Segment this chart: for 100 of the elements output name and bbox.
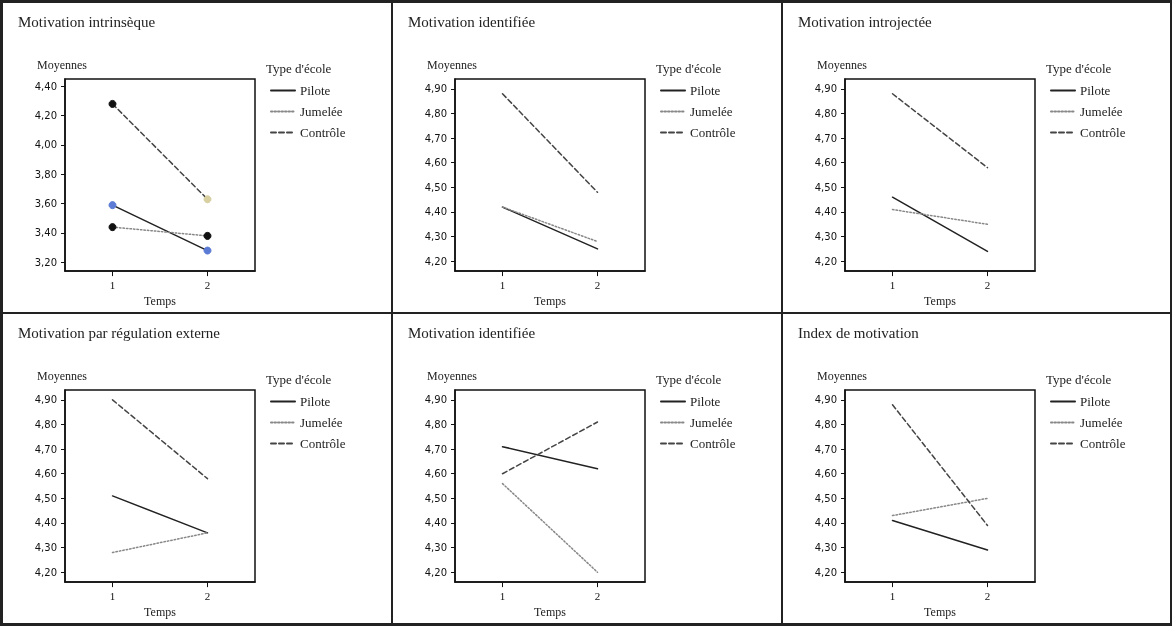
y-axis-title: Moyennes — [817, 58, 868, 72]
x-tick-label: 2 — [204, 589, 211, 602]
chart-title: Motivation par régulation externe — [18, 324, 221, 341]
legend-title: Type d'école — [656, 372, 722, 387]
y-tick-label: 4,20 — [424, 566, 447, 578]
y-tick-label: 4,20 — [814, 566, 837, 578]
y-tick-label: 4,30 — [424, 231, 447, 243]
legend-label: Jumelée — [690, 104, 733, 119]
legend-label: Contrôle — [690, 125, 736, 140]
chart-title: Motivation intrinsèque — [18, 13, 156, 30]
y-tick-label: 4,30 — [814, 231, 837, 243]
legend-title: Type d'école — [656, 61, 722, 76]
y-tick-label: 4,50 — [424, 181, 447, 193]
x-tick-label: 1 — [889, 278, 896, 291]
x-tick-label: 1 — [109, 589, 116, 602]
legend-label: Pilote — [300, 83, 331, 98]
y-tick-label: 4,20 — [34, 566, 57, 578]
y-tick-label: 4,50 — [814, 181, 837, 193]
y-tick-label: 4,80 — [34, 418, 57, 430]
y-tick-label: 4,80 — [814, 107, 837, 119]
x-axis-title: Temps — [144, 605, 177, 619]
x-tick-label: 1 — [499, 278, 506, 291]
y-axis-title: Moyennes — [427, 58, 478, 72]
y-tick-label: 4,90 — [814, 83, 837, 95]
legend-label: Pilote — [1080, 394, 1111, 409]
x-tick-label: 2 — [594, 589, 601, 602]
chart-title: Motivation introjectée — [798, 13, 933, 30]
x-tick-label: 2 — [204, 278, 211, 291]
y-axis-title: Moyennes — [37, 369, 88, 383]
legend-label: Jumelée — [300, 415, 343, 430]
legend-label: Contrôle — [300, 436, 346, 451]
y-tick-label: 4,60 — [424, 157, 447, 169]
legend-title: Type d'école — [266, 61, 332, 76]
x-axis-title: Temps — [144, 294, 177, 308]
legend-label: Pilote — [690, 394, 721, 409]
legend-label: Contrôle — [690, 436, 736, 451]
y-tick-label: 4,40 — [814, 517, 837, 529]
y-tick-label: 3,40 — [34, 227, 57, 239]
y-tick-label: 4,90 — [814, 394, 837, 406]
legend-label: Pilote — [1080, 83, 1111, 98]
y-tick-label: 4,60 — [814, 468, 837, 480]
y-tick-label: 4,80 — [814, 418, 837, 430]
y-tick-label: 4,20 — [34, 110, 57, 122]
x-tick-label: 1 — [109, 278, 116, 291]
y-tick-label: 3,60 — [34, 198, 57, 210]
legend-label: Pilote — [300, 394, 331, 409]
x-tick-label: 1 — [499, 589, 506, 602]
y-tick-label: 4,70 — [34, 443, 57, 455]
y-axis-title: Moyennes — [817, 369, 868, 383]
legend-label: Jumelée — [1080, 104, 1123, 119]
x-tick-label: 2 — [984, 278, 991, 291]
y-tick-label: 4,60 — [814, 157, 837, 169]
legend-label: Contrôle — [1080, 436, 1126, 451]
y-tick-label: 3,20 — [34, 256, 57, 268]
y-tick-label: 4,40 — [814, 206, 837, 218]
y-tick-label: 4,90 — [424, 83, 447, 95]
y-tick-label: 4,60 — [424, 468, 447, 480]
point — [203, 246, 212, 255]
y-tick-label: 4,20 — [424, 255, 447, 267]
y-tick-label: 4,40 — [34, 80, 57, 92]
y-tick-label: 4,50 — [424, 492, 447, 504]
y-axis-title: Moyennes — [427, 369, 478, 383]
legend-label: Contrôle — [300, 125, 346, 140]
legend-label: Jumelée — [300, 104, 343, 119]
y-tick-label: 4,60 — [34, 468, 57, 480]
chart-title: Motivation identifiée — [408, 13, 536, 30]
x-tick-label: 2 — [984, 589, 991, 602]
legend-label: Contrôle — [1080, 125, 1126, 140]
y-tick-label: 4,30 — [34, 542, 57, 554]
legend-label: Pilote — [690, 83, 721, 98]
x-tick-label: 1 — [889, 589, 896, 602]
y-tick-label: 3,80 — [34, 168, 57, 180]
y-tick-label: 4,70 — [814, 443, 837, 455]
legend-label: Jumelée — [1080, 415, 1123, 430]
y-tick-label: 4,00 — [34, 139, 57, 151]
legend-title: Type d'école — [1046, 61, 1112, 76]
y-tick-label: 4,80 — [424, 418, 447, 430]
y-tick-label: 4,50 — [34, 492, 57, 504]
point — [108, 223, 117, 232]
point — [108, 201, 117, 210]
y-tick-label: 4,70 — [424, 132, 447, 144]
x-axis-title: Temps — [924, 605, 957, 619]
y-tick-label: 4,30 — [424, 542, 447, 554]
y-tick-label: 4,20 — [814, 255, 837, 267]
point — [203, 195, 212, 204]
y-tick-label: 4,40 — [424, 206, 447, 218]
legend-label: Jumelée — [690, 415, 733, 430]
x-axis-title: Temps — [534, 605, 567, 619]
legend-title: Type d'école — [1046, 372, 1112, 387]
x-axis-title: Temps — [924, 294, 957, 308]
x-axis-title: Temps — [534, 294, 567, 308]
y-tick-label: 4,90 — [424, 394, 447, 406]
x-tick-label: 2 — [594, 278, 601, 291]
y-tick-label: 4,50 — [814, 492, 837, 504]
y-tick-label: 4,30 — [814, 542, 837, 554]
chart-title: Motivation identifiée — [408, 324, 536, 341]
y-axis-title: Moyennes — [37, 58, 88, 72]
y-tick-label: 4,80 — [424, 107, 447, 119]
legend-title: Type d'école — [266, 372, 332, 387]
y-tick-label: 4,40 — [424, 517, 447, 529]
